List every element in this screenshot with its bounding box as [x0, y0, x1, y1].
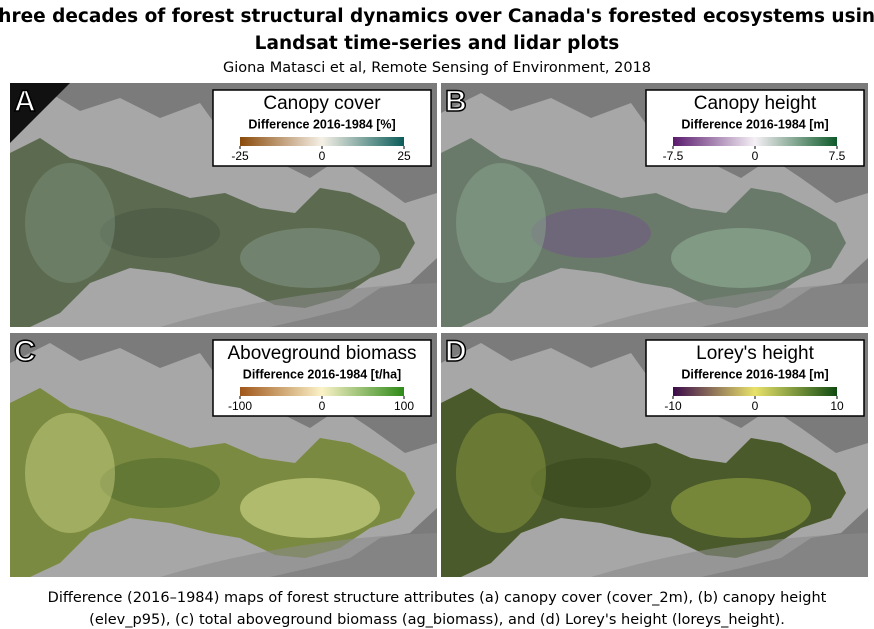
color-bar [240, 137, 404, 146]
forest-patch [456, 413, 546, 533]
legend-title: Aboveground biomass [227, 343, 416, 364]
legend-title: Lorey's height [696, 343, 814, 364]
legend-subtitle: Difference 2016-1984 [m] [681, 117, 828, 131]
color-bar-label: 0 [752, 149, 759, 163]
corner-shadow [10, 83, 70, 143]
legend-box [645, 339, 865, 417]
legend-title: Canopy cover [263, 93, 381, 114]
caption-line: (elev_p95), (c) total aboveground biomas… [89, 612, 785, 628]
caption-line: Difference (2016–1984) maps of forest st… [48, 590, 827, 606]
legend-subtitle: Difference 2016-1984 [%] [248, 117, 395, 131]
forest-patch [240, 228, 380, 288]
legend-box [212, 89, 432, 167]
map-panel: C Aboveground biomass Difference 2016-1984… [10, 333, 437, 577]
forest-patch [531, 208, 651, 258]
map-panel: A Canopy cover Difference 2016-1984 [%] -25… [10, 83, 437, 327]
color-bar [673, 387, 837, 396]
panel-letter: C [14, 335, 36, 368]
legend-box [645, 89, 865, 167]
forest-patch [25, 413, 115, 533]
panel-letter: A [14, 85, 36, 118]
map [10, 333, 437, 577]
color-bar-label: -100 [228, 399, 252, 413]
color-bar-label: -10 [664, 399, 682, 413]
forest-patch [240, 478, 380, 538]
forest-patch [671, 228, 811, 288]
author-line: Giona Matasci et al, Remote Sensing of E… [223, 60, 651, 76]
forest-patch [456, 163, 546, 283]
map-panel: B Canopy height Difference 2016-1984 [m] -7… [441, 83, 868, 327]
color-bar-label: 25 [397, 149, 411, 163]
panels: A Canopy cover Difference 2016-1984 [%] -25… [10, 83, 868, 577]
legend-subtitle: Difference 2016-1984 [m] [681, 367, 828, 381]
panel-letter: B [445, 85, 467, 118]
color-bar [673, 137, 837, 146]
color-bar-label: 0 [752, 399, 759, 413]
color-bar-label: 10 [830, 399, 844, 413]
color-bar-label: 0 [319, 149, 326, 163]
ocean-curve [591, 533, 868, 577]
forest-patch [100, 208, 220, 258]
legend-title: Canopy height [694, 93, 817, 114]
forest-patch [100, 458, 220, 508]
legend-box [212, 339, 432, 417]
forest-patch [531, 458, 651, 508]
forest-patch [671, 478, 811, 538]
color-bar [240, 387, 404, 396]
forest-patch [25, 163, 115, 283]
color-bar-label: -7.5 [663, 149, 684, 163]
legend-subtitle: Difference 2016-1984 [t/ha] [243, 367, 401, 381]
ocean-curve [160, 283, 437, 327]
ocean-curve [591, 283, 868, 327]
title-line: Three decades of forest structural dynam… [0, 6, 874, 27]
panel-letter: D [445, 335, 467, 368]
color-bar-label: 100 [394, 399, 414, 413]
color-bar-label: -25 [231, 149, 249, 163]
map-panel: D Lorey's height Difference 2016-1984 [m] -… [441, 333, 868, 577]
color-bar-label: 7.5 [829, 149, 846, 163]
ocean-curve [160, 533, 437, 577]
color-bar-label: 0 [319, 399, 326, 413]
title-line: Landsat time-series and lidar plots [255, 33, 620, 54]
